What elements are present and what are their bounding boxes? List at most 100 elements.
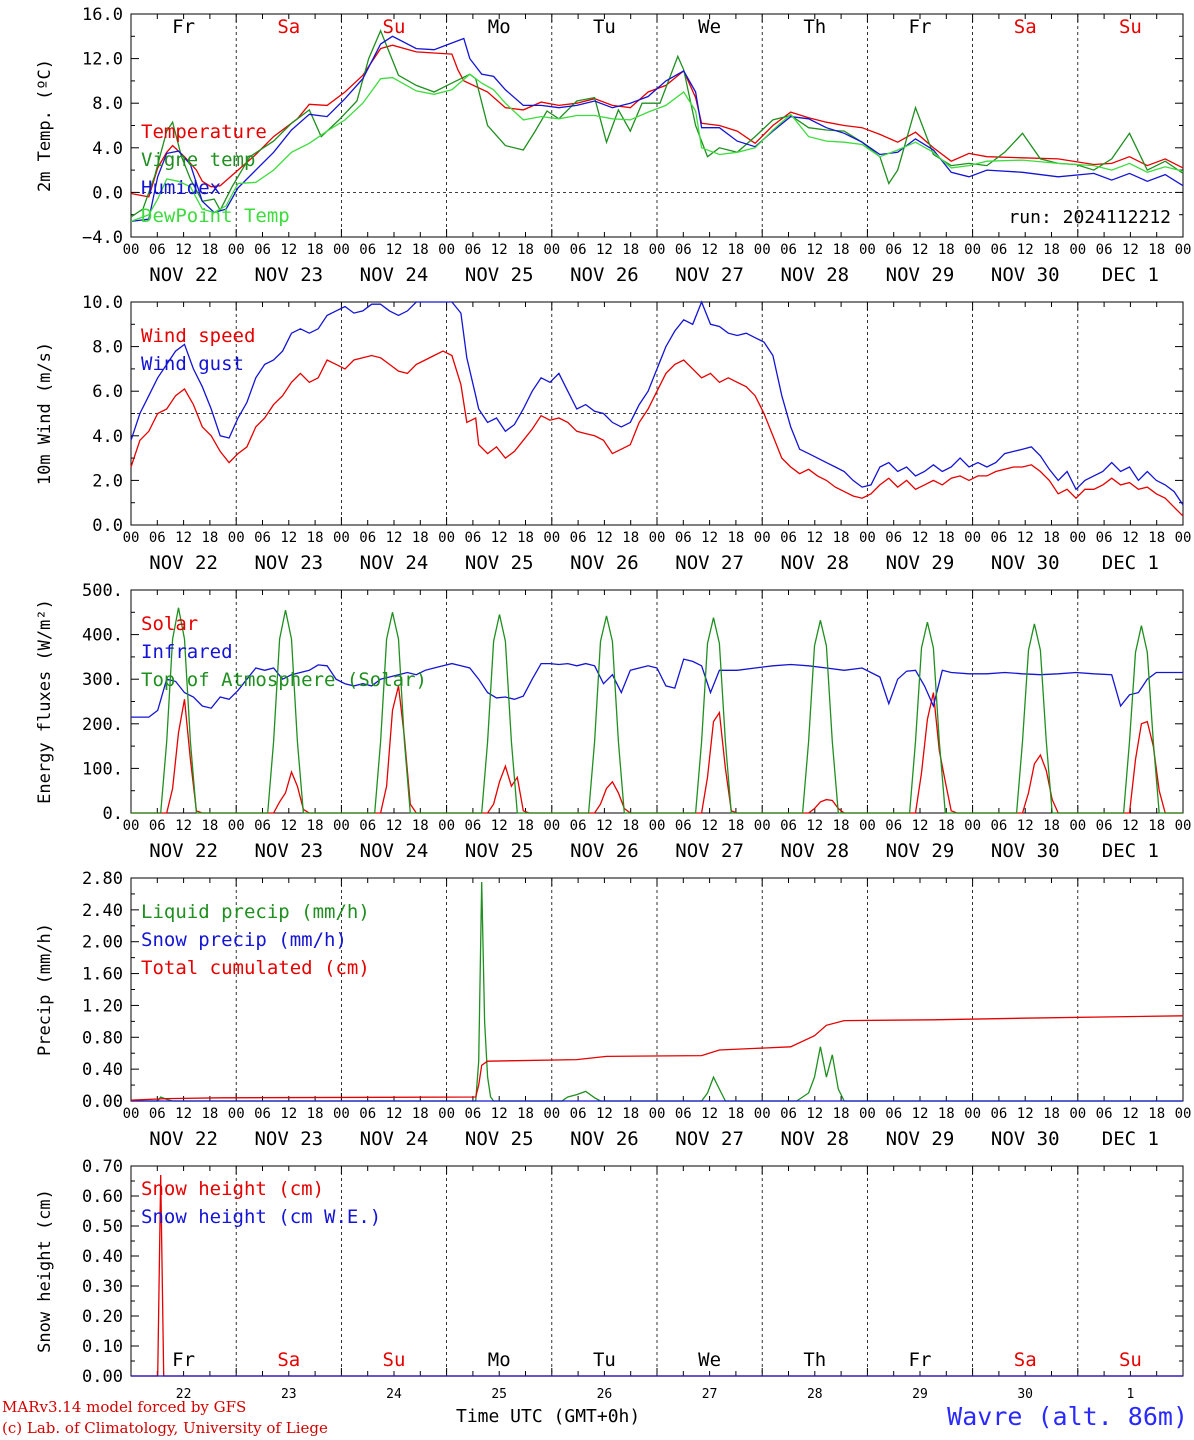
x-hour-label: 18 (1148, 242, 1165, 258)
x-date-label: NOV 22 (149, 552, 218, 574)
weekday-label: Tu (593, 16, 616, 38)
y-tick-label: 10.0 (82, 293, 123, 313)
y-tick-label: 0.80 (82, 1028, 123, 1048)
x-date-label: NOV 27 (675, 1128, 744, 1150)
x-hour-label: 06 (464, 242, 481, 258)
x-hour-label: 12 (912, 530, 929, 546)
x-hour-label: 00 (1069, 1106, 1086, 1122)
legend-entry: Vigne temp (141, 149, 255, 171)
x-date-label: NOV 28 (780, 1128, 849, 1150)
x-hour-label: 18 (517, 242, 534, 258)
x-hour-label: 00 (1069, 818, 1086, 834)
x-hour-label: 18 (201, 530, 218, 546)
x-date-label: DEC 1 (1102, 552, 1159, 574)
x-hour-label: 18 (1043, 530, 1060, 546)
x-hour-label: 12 (701, 242, 718, 258)
x-date-label: NOV 30 (991, 552, 1060, 574)
x-hour-label: 00 (228, 1106, 245, 1122)
x-hour-label: 06 (359, 1106, 376, 1122)
y-tick-label: 0.00 (82, 1367, 123, 1387)
x-hour-label: 00 (543, 1106, 560, 1122)
x-hour-label: 06 (675, 530, 692, 546)
y-tick-label: 0.40 (82, 1060, 123, 1080)
x-hour-label: 18 (1148, 818, 1165, 834)
x-hour-label: 06 (1096, 818, 1113, 834)
x-date-label: NOV 27 (675, 552, 744, 574)
x-hour-label: 12 (1017, 1106, 1034, 1122)
run-label: run: 2024112212 (1008, 207, 1171, 228)
weekday-label: Mo (488, 16, 511, 38)
x-hour-label: 18 (517, 530, 534, 546)
x-hour-label: 18 (1148, 1106, 1165, 1122)
series-line-wind-gust (130, 300, 1184, 506)
y-tick-label: 0.40 (82, 1247, 123, 1267)
x-hour-label: 18 (412, 242, 429, 258)
weekday-label: Th (803, 1349, 826, 1371)
x-hour-label: 06 (1096, 242, 1113, 258)
y-tick-label: 2.00 (82, 933, 123, 953)
y-tick-label: 2.0 (92, 471, 123, 491)
x-hour-label: 00 (964, 530, 981, 546)
x-hour-label: 00 (438, 1106, 455, 1122)
weekday-label: Th (803, 16, 826, 38)
x-hour-label: 12 (701, 818, 718, 834)
x-hour-label: 12 (701, 530, 718, 546)
x-hour-label: 00 (123, 530, 140, 546)
x-hour-label: 00 (543, 530, 560, 546)
weekday-label: Sa (277, 1349, 300, 1371)
x-date-label: NOV 30 (991, 840, 1060, 862)
x-hour-label: 12 (175, 242, 192, 258)
time-axis-label: Time UTC (GMT+0h) (456, 1406, 641, 1427)
x-date-label: NOV 30 (991, 1128, 1060, 1150)
x-hour-label: 06 (570, 818, 587, 834)
x-date-label: NOV 26 (570, 264, 639, 286)
legend-entry: Snow height (cm) (141, 1178, 324, 1200)
y-axis-label: 2m Temp. (ºC) (35, 59, 55, 192)
x-hour-label: 06 (254, 1106, 271, 1122)
x-hour-label: 18 (1043, 818, 1060, 834)
x-hour-label: 06 (149, 818, 166, 834)
legend-entry: Wind speed (141, 325, 255, 347)
x-hour-label: 12 (701, 1106, 718, 1122)
legend-entry: Humidex (141, 177, 221, 199)
model-credit-line1: MARv3.14 model forced by GFS (2, 1398, 247, 1416)
x-hour-label: 00 (964, 1106, 981, 1122)
x-hour-label: 12 (1017, 242, 1034, 258)
x-date-label: NOV 23 (254, 1128, 323, 1150)
x-hour-label: 18 (833, 242, 850, 258)
series-line-top-of-atmosphere-solar- (131, 607, 1183, 814)
x-hour-label: 12 (912, 818, 929, 834)
x-hour-label: 06 (885, 818, 902, 834)
x-hour-label: 18 (201, 1106, 218, 1122)
x-hour-label: 00 (1175, 818, 1192, 834)
weekday-label: Fr (172, 16, 195, 38)
x-hour-label: 18 (622, 242, 639, 258)
legend-entry: Snow height (cm W.E.) (141, 1206, 381, 1228)
x-date-label: NOV 30 (991, 264, 1060, 286)
x-hour-label: 12 (806, 818, 823, 834)
series-line-temperature (130, 44, 1184, 198)
x-date-label: NOV 25 (465, 840, 534, 862)
x-hour-label: 12 (1122, 1106, 1139, 1122)
x-hour-label: 06 (359, 530, 376, 546)
x-date-label: NOV 27 (675, 264, 744, 286)
x-hour-label: 00 (123, 1106, 140, 1122)
y-tick-label: 6.0 (92, 382, 123, 402)
x-hour-label: 00 (333, 1106, 350, 1122)
x-hour-label: 18 (517, 1106, 534, 1122)
x-date-label: DEC 1 (1102, 840, 1159, 862)
x-hour-label: 06 (885, 242, 902, 258)
x-hour-label: 12 (912, 242, 929, 258)
legend-entry: Liquid precip (mm/h) (141, 901, 370, 923)
x-date-label: NOV 28 (780, 264, 849, 286)
x-hour-label: 06 (990, 530, 1007, 546)
weekday-label: Su (1119, 1349, 1142, 1371)
x-hour-label: 00 (1175, 242, 1192, 258)
y-axis-label: Snow height (cm) (35, 1189, 55, 1353)
x-hour-label: 06 (149, 1106, 166, 1122)
y-tick-label: 2.40 (82, 901, 123, 921)
y-tick-label: 0.30 (82, 1277, 123, 1297)
x-date-label: NOV 23 (254, 264, 323, 286)
weekday-label: Fr (172, 1349, 195, 1371)
